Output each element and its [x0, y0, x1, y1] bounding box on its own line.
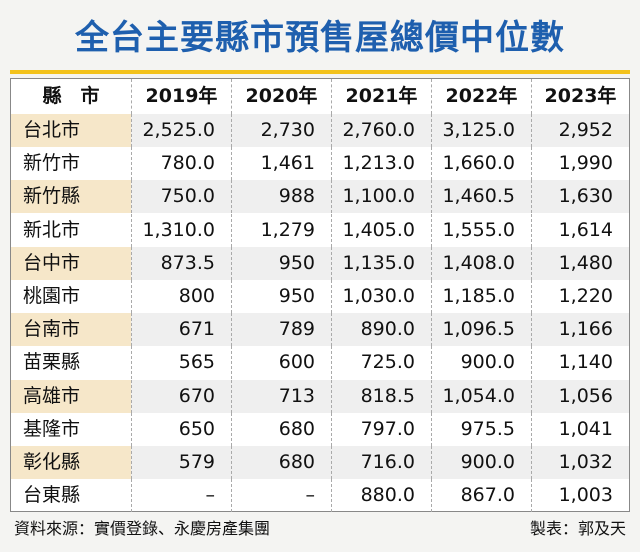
title: 全台主要縣市預售屋總價中位數 — [75, 18, 565, 58]
column-header: 2019年 — [131, 79, 231, 114]
cell-value: – — [131, 479, 231, 513]
row-label: 高雄市 — [11, 379, 131, 413]
cell-value: 1,166 — [531, 313, 629, 347]
row-label: 台中市 — [11, 246, 131, 280]
cell-value: 1,100.0 — [331, 180, 431, 214]
cell-value: 880.0 — [331, 479, 431, 513]
cell-value: 1,461 — [231, 147, 331, 181]
column-header: 2020年 — [231, 79, 331, 114]
cell-value: 1,480 — [531, 246, 629, 280]
cell-value: 1,408.0 — [431, 246, 531, 280]
cell-value: 780.0 — [131, 147, 231, 181]
cell-value: 671 — [131, 313, 231, 347]
cell-value: 750.0 — [131, 180, 231, 214]
cell-value: 1,054.0 — [431, 379, 531, 413]
cell-value: 2,760.0 — [331, 114, 431, 147]
cell-value: 1,096.5 — [431, 313, 531, 347]
cell-value: 680 — [231, 446, 331, 479]
cell-value: 867.0 — [431, 479, 531, 513]
cell-value: 1,135.0 — [331, 246, 431, 280]
cell-value: 1,460.5 — [431, 180, 531, 214]
cell-value: 818.5 — [331, 379, 431, 413]
cell-value: 950 — [231, 280, 331, 313]
cell-value: 1,140 — [531, 346, 629, 380]
row-label: 基隆市 — [23, 417, 81, 440]
row-label: 台南市 — [11, 313, 131, 347]
cell-value: 1,041 — [531, 412, 629, 446]
row-label: 新北市 — [23, 218, 81, 241]
cell-value: 1,213.0 — [331, 147, 431, 181]
table: 縣 市 2019年 2020年 2021年 2022年 2023年 台北市 2,525.0 2,… — [10, 78, 630, 513]
cell-value: 890.0 — [331, 313, 431, 347]
cell-value: 800 — [131, 280, 231, 313]
cell-value: 1,003 — [531, 479, 629, 513]
cell-value: 670 — [131, 379, 231, 413]
column-header: 2022年 — [431, 79, 531, 114]
cell-value: 579 — [131, 446, 231, 479]
row-label: 新竹市 — [23, 152, 81, 175]
cell-value: 1,990 — [531, 147, 629, 181]
cell-value: 713 — [231, 379, 331, 413]
cell-value: 1,310.0 — [131, 213, 231, 247]
row-label: 苗栗縣 — [23, 351, 81, 374]
cell-value: 1,405.0 — [331, 213, 431, 247]
cell-value: 1,056 — [531, 379, 629, 413]
cell-value: 2,952 — [531, 114, 629, 147]
cell-value: 3,125.0 — [431, 114, 531, 147]
cell-value: 716.0 — [331, 446, 431, 479]
cell-value: 680 — [231, 412, 331, 446]
row-label: 桃園市 — [23, 285, 81, 307]
cell-value: 725.0 — [331, 346, 431, 380]
row-label: 台東縣 — [23, 484, 81, 507]
cell-value: 650 — [131, 412, 231, 446]
cell-value: 797.0 — [331, 412, 431, 446]
cell-value: 1,030.0 — [331, 280, 431, 313]
cell-value: – — [231, 479, 331, 513]
cell-value: 2,730 — [231, 114, 331, 147]
cell-value: 600 — [231, 346, 331, 380]
title-rule — [10, 70, 630, 74]
cell-value: 900.0 — [431, 446, 531, 479]
column-header: 縣 市 — [42, 85, 100, 107]
cell-value: 988 — [231, 180, 331, 214]
row-label: 新竹縣 — [11, 180, 131, 214]
row-label: 彰化縣 — [11, 446, 131, 479]
cell-value: 900.0 — [431, 346, 531, 380]
cell-value: 950 — [231, 246, 331, 280]
cell-value: 1,220 — [531, 280, 629, 313]
cell-value: 1,555.0 — [431, 213, 531, 247]
cell-value: 1,614 — [531, 213, 629, 247]
cell-value: 1,185.0 — [431, 280, 531, 313]
cell-value: 975.5 — [431, 412, 531, 446]
cell-value: 1,660.0 — [431, 147, 531, 181]
cell-value: 789 — [231, 313, 331, 347]
row-label: 台北市 — [11, 114, 131, 147]
cell-value: 1,279 — [231, 213, 331, 247]
column-header: 2021年 — [331, 79, 431, 114]
cell-value: 1,032 — [531, 446, 629, 479]
cell-value: 1,630 — [531, 180, 629, 214]
cell-value: 2,525.0 — [131, 114, 231, 147]
column-header: 2023年 — [531, 79, 629, 114]
source: 資料來源：實價登錄、永慶房產集團 — [14, 519, 271, 538]
cell-value: 873.5 — [131, 246, 231, 280]
maker: 製表：郭及天 — [529, 519, 626, 538]
cell-value: 565 — [131, 346, 231, 380]
